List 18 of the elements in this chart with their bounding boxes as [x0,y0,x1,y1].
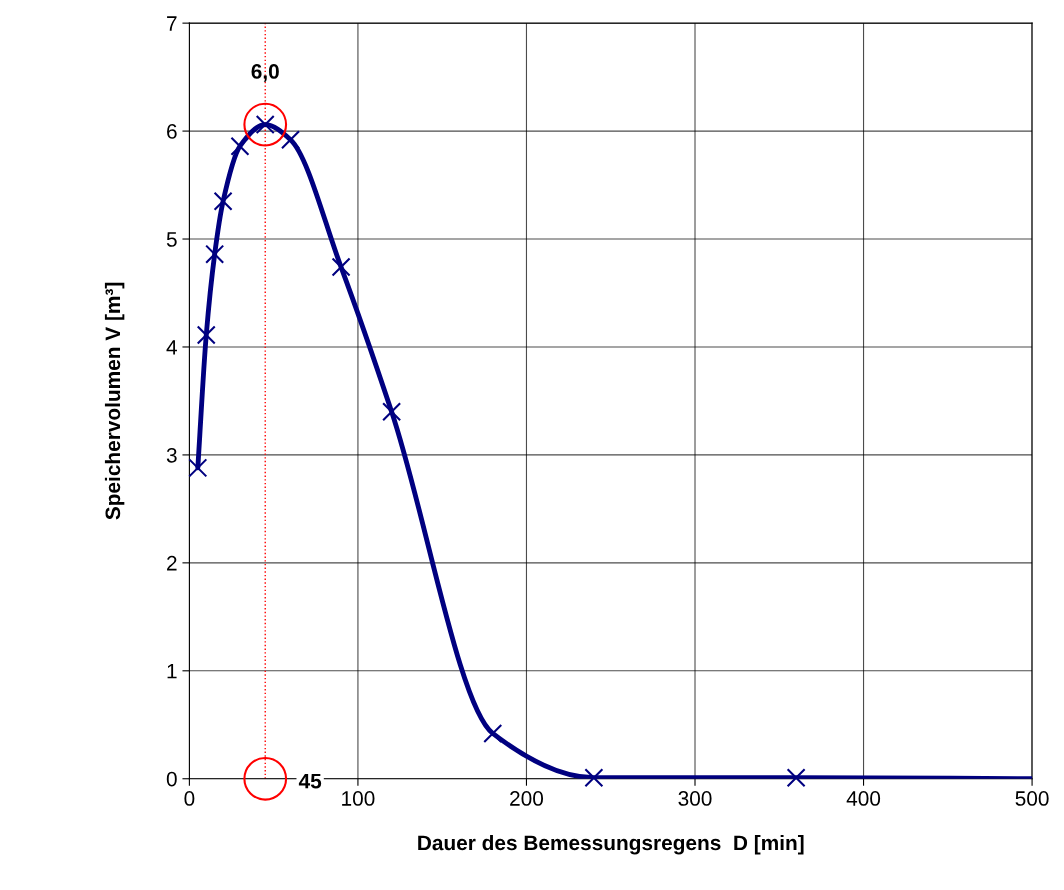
y-tick-label: 5 [166,232,177,247]
y-axis-title: Speichervolumen V [m³] [104,282,125,520]
x-tick-label: 500 [1015,791,1049,806]
x-tick-label: 200 [510,791,544,806]
y-tick-label: 3 [166,447,177,463]
x-tick-label: 300 [678,791,712,806]
x-tick-label: 0 [184,791,195,806]
y-tick-label: 2 [167,555,177,571]
y-tick-label: 0 [166,771,177,787]
y-tick-label: 4 [166,340,177,355]
y-tick-label: 7 [167,16,177,31]
y-tick-label: 1 [167,664,177,679]
y-tick-label: 6 [167,124,177,139]
x-axis-title: Dauer des Bemessungsregens D [min] [418,834,804,855]
x-tick-label: 100 [342,791,375,806]
annotation: 6,0 [251,64,279,82]
x-tick-label: 400 [846,791,881,806]
annotation: 45 [298,773,322,789]
